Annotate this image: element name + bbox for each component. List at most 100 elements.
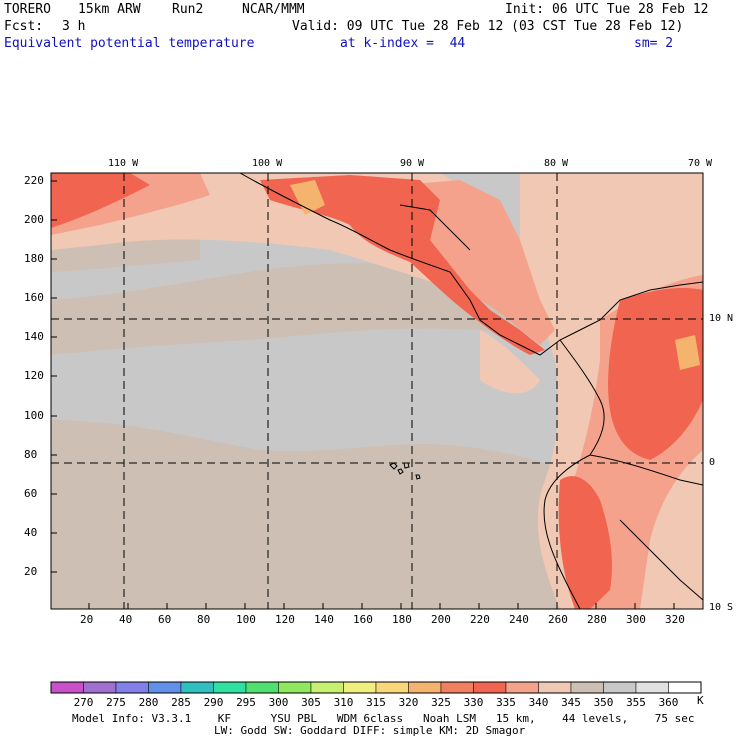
x-grid-label: 180 <box>392 613 412 626</box>
lon-label-100w: 100 W <box>252 158 283 169</box>
tan-band-north <box>51 263 560 355</box>
x-grid-label: 200 <box>431 613 451 626</box>
coastlines <box>239 173 703 609</box>
x-grid-label: 300 <box>626 613 646 626</box>
colorbar-label: 300 <box>268 696 289 709</box>
model-resolution: 15km ARW <box>78 2 141 17</box>
y-grid-label: 120 <box>24 369 44 382</box>
init-time: Init: 06 UTC Tue 28 Feb 12 <box>505 2 709 17</box>
colorbar-swatch <box>473 681 507 694</box>
map-field <box>51 173 703 609</box>
x-grid-label: 20 <box>80 613 94 626</box>
colorbar-swatch <box>440 681 474 694</box>
y-grid-label: 140 <box>24 330 44 343</box>
colorbar-swatch <box>505 681 539 694</box>
colorbar-swatch <box>180 681 214 694</box>
lon-label-90w: 90 W <box>400 158 425 169</box>
border-nicaragua <box>399 204 471 251</box>
colorbar-swatch <box>375 681 409 694</box>
lat-label-10n: 10 N <box>709 313 734 324</box>
colorbar-swatch <box>148 681 182 694</box>
model-name: TORERO <box>4 2 51 17</box>
red-southern-mexico <box>260 175 545 355</box>
y-grid-label: 180 <box>24 252 44 265</box>
colorbar-swatch <box>245 681 279 694</box>
colorbar-label: 270 <box>73 696 94 709</box>
red-colombia <box>608 288 703 460</box>
field-title: Equivalent potential temperature <box>4 36 255 51</box>
border-peru-brazil <box>619 519 703 601</box>
lon-label-110w: 110 W <box>108 158 139 169</box>
graticule <box>51 173 703 609</box>
colorbar-label: 280 <box>138 696 159 709</box>
axis-ticks <box>51 180 675 609</box>
x-grid-label: 100 <box>236 613 256 626</box>
lat-label-10s: 10 S <box>709 602 734 613</box>
lon-label-70w: 70 W <box>688 158 713 169</box>
colorbar-label: 340 <box>528 696 549 709</box>
colorbar-label: 355 <box>626 696 646 709</box>
valid-time: Valid: 09 UTC Tue 28 Feb 12 (03 CST Tue … <box>292 19 684 34</box>
colorbar-label: 295 <box>236 696 256 709</box>
y-grid-label: 200 <box>24 213 44 226</box>
x-grid-label: 240 <box>509 613 529 626</box>
x-grid-label: 260 <box>548 613 568 626</box>
level-label: at k-index = 44 <box>340 36 466 51</box>
physics-info-line: LW: Godd SW: Goddard DIFF: simple KM: 2D… <box>214 724 526 737</box>
model-info-line: Model Info: V3.3.1 KF YSU PBL WDM 6class… <box>72 712 695 725</box>
map-frame <box>50 172 704 610</box>
y-grid-label: 100 <box>24 409 44 422</box>
y-grid-label: 20 <box>24 565 38 578</box>
colorbar-frame <box>50 681 702 694</box>
colorbar-label: 315 <box>366 696 386 709</box>
x-grid-label: 60 <box>158 613 172 626</box>
model-run: Run2 <box>172 2 204 17</box>
colorbar-swatch <box>310 681 344 694</box>
x-grid-label: 320 <box>665 613 685 626</box>
model-org: NCAR/MMM <box>242 2 305 17</box>
colorbar-label: 320 <box>398 696 419 709</box>
y-grid-label: 80 <box>24 448 38 461</box>
x-grid-label: 140 <box>314 613 334 626</box>
colorbar-swatch <box>213 681 247 694</box>
colorbar-swatch <box>83 681 117 694</box>
y-grid-label: 40 <box>24 526 38 539</box>
coastline-mexico-central-america <box>239 173 703 356</box>
red-peru <box>558 476 612 609</box>
colorbar-label: 285 <box>171 696 191 709</box>
x-grid-label: 40 <box>119 613 133 626</box>
colorbar-label: 310 <box>333 696 354 709</box>
y-grid-label: 220 <box>24 174 44 187</box>
colorbar-label: 345 <box>561 696 581 709</box>
colorbar-label: 325 <box>431 696 451 709</box>
galapagos-islands <box>389 462 421 480</box>
border-colombia-peru <box>589 454 703 486</box>
colorbar-swatch <box>570 681 604 694</box>
colorbar-swatch <box>668 681 702 694</box>
colorbar-label: 330 <box>463 696 484 709</box>
colorbar-label: 350 <box>593 696 614 709</box>
colorbar-label: 335 <box>496 696 516 709</box>
y-grid-label: 60 <box>24 487 38 500</box>
x-grid-label: 80 <box>197 613 211 626</box>
colorbar-swatch <box>278 681 312 694</box>
x-grid-label: 280 <box>587 613 607 626</box>
y-grid-label: 160 <box>24 291 44 304</box>
x-grid-label: 160 <box>353 613 373 626</box>
red-mexico-coast <box>51 173 150 228</box>
colorbar-swatch <box>603 681 637 694</box>
lat-label-0: 0 <box>709 457 716 468</box>
colorbar-swatch <box>343 681 377 694</box>
colorbar-swatch <box>408 681 442 694</box>
colorbar-swatch <box>115 681 149 694</box>
peach-ocean-tongue <box>480 330 540 394</box>
colorbar-label: 305 <box>301 696 321 709</box>
colorbar-unit: K <box>697 694 704 707</box>
colorbar-label: 290 <box>203 696 224 709</box>
lon-label-80w: 80 W <box>544 158 569 169</box>
coastline-south-america-west <box>543 339 605 609</box>
colorbar-swatch <box>538 681 572 694</box>
orange-hotspot-colombia <box>675 335 700 370</box>
